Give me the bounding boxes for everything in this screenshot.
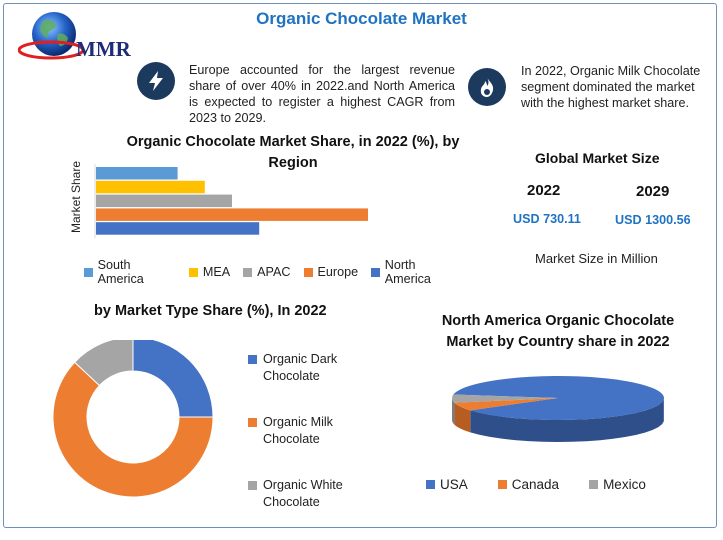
pie-legend: USA Canada Mexico — [426, 477, 706, 492]
bar-chart-title: Organic Chocolate Market Share, in 2022 … — [126, 134, 460, 171]
flame-icon — [468, 68, 506, 106]
legend-swatch — [303, 267, 313, 277]
legend-label: Canada — [511, 477, 560, 492]
bar-chart-ylabel: Market Share — [69, 160, 83, 234]
donut-legend: Organic Dark Chocolate Organic Milk Choco… — [248, 351, 358, 540]
legend-label: Organic Dark Chocolate — [263, 352, 338, 383]
legend-swatch — [589, 480, 599, 489]
legend-label: South America — [97, 258, 144, 286]
donut-legend-item-organic-milk-chocolate: Organic Milk Chocolate — [248, 414, 358, 448]
pie-side-canada — [454, 402, 471, 433]
legend-label: Europe — [317, 265, 359, 279]
donut-slice-organic-milk-chocolate — [52, 361, 214, 498]
donut-chart — [52, 340, 214, 498]
bar-chart-ylabel-wrap: Market Share — [62, 158, 92, 238]
legend-label: USA — [440, 477, 468, 492]
global-market-title: Global Market Size — [535, 150, 660, 166]
pie-side-usa — [470, 399, 664, 442]
legend-item-south-america: South America — [84, 258, 176, 286]
legend-swatch — [248, 418, 257, 427]
bar-apac — [96, 194, 232, 208]
pie-slice-usa — [453, 376, 664, 420]
legend-swatch — [371, 267, 380, 277]
pie-side-mexico — [452, 398, 455, 425]
pie-chart-title: North America Organic Chocolate Market b… — [441, 313, 675, 350]
pie-slice-canada — [454, 398, 558, 411]
pie-3d-chart — [452, 376, 664, 442]
legend-label: North America — [384, 258, 431, 286]
legend-swatch — [248, 481, 257, 490]
logo-text: MMR — [76, 37, 131, 61]
pie-legend-item-usa: USA — [426, 477, 468, 492]
legend-swatch — [188, 267, 198, 277]
legend-item-mea: MEA — [188, 258, 231, 286]
infographic-frame — [3, 3, 717, 528]
bar-north-america — [96, 222, 260, 235]
logo: MMR — [18, 8, 148, 68]
legend-swatch — [248, 355, 257, 364]
globe-icon — [18, 12, 85, 60]
legend-swatch — [243, 267, 253, 277]
page-title: Organic Chocolate Market — [256, 9, 467, 28]
global-market-value-2029: USD 1300.56 — [615, 213, 691, 227]
bar-mea — [96, 180, 205, 194]
info-left-text: Europe accounted for the largest revenue… — [189, 63, 455, 125]
donut-slice-organic-white-chocolate — [73, 340, 134, 387]
legend-item-apac: APAC — [243, 258, 291, 286]
global-market-value-2022: USD 730.11 — [513, 212, 581, 226]
legend-label: Organic Milk Chocolate — [263, 415, 333, 446]
legend-label: Mexico — [603, 477, 646, 492]
legend-item-north-america: North America — [371, 258, 461, 286]
bar-chart-legend: South America MEA APAC Europe North America — [84, 258, 474, 286]
bar-chart — [94, 164, 368, 238]
legend-swatch — [426, 480, 435, 489]
global-market-unit-note: Market Size in Million — [535, 251, 658, 266]
donut-chart-title: by Market Type Share (%), In 2022 — [94, 303, 327, 319]
global-market-year-2022: 2022 — [527, 182, 561, 199]
bar-europe — [96, 208, 368, 221]
donut-slice-organic-dark-chocolate — [132, 340, 214, 418]
info-right-text: In 2022, Organic Milk Chocolate segment … — [521, 64, 701, 110]
pie-legend-item-mexico: Mexico — [589, 477, 646, 492]
legend-label: APAC — [257, 265, 291, 279]
donut-legend-item-organic-white-chocolate: Organic White Chocolate — [248, 477, 358, 511]
pie-slice-mexico — [452, 394, 558, 403]
legend-label: Organic White Chocolate — [263, 478, 343, 509]
legend-swatch — [497, 480, 507, 489]
global-market-year-2029: 2029 — [636, 183, 670, 200]
donut-legend-item-organic-dark-chocolate: Organic Dark Chocolate — [248, 351, 358, 385]
legend-swatch — [84, 267, 93, 277]
bar-south-america — [96, 167, 178, 180]
pie-legend-item-canada: Canada — [497, 477, 560, 492]
legend-label: MEA — [202, 265, 231, 279]
legend-item-europe: Europe — [303, 258, 359, 286]
lightning-icon — [137, 62, 175, 100]
